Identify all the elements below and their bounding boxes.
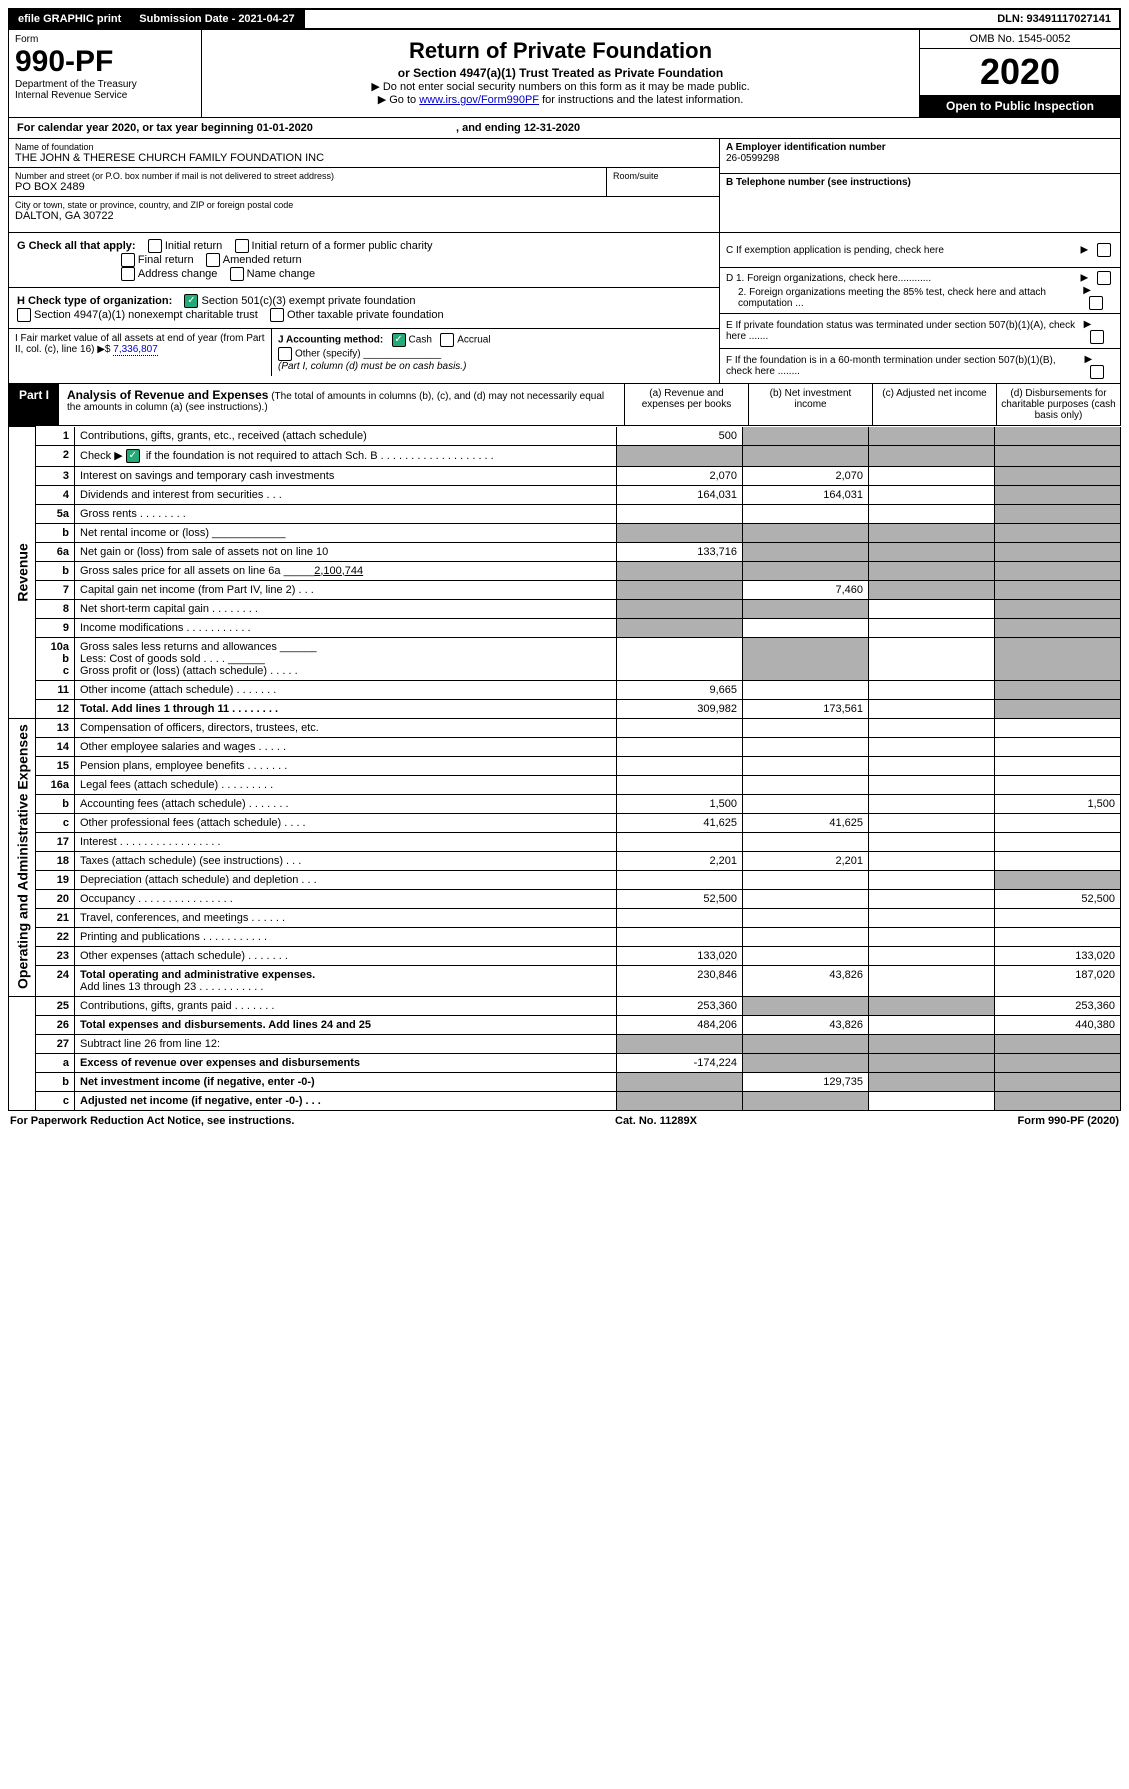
irs-link[interactable]: www.irs.gov/Form990PF [419, 94, 539, 106]
part1-table: Revenue 1Contributions, gifts, grants, e… [8, 426, 1121, 1111]
open-inspection: Open to Public Inspection [920, 95, 1120, 117]
part1-title: Analysis of Revenue and Expenses [67, 388, 268, 402]
d1-check[interactable] [1097, 271, 1111, 285]
h-label: H Check type of organization: [17, 295, 172, 307]
footer: For Paperwork Reduction Act Notice, see … [8, 1111, 1121, 1131]
col-c-header: (c) Adjusted net income [872, 384, 996, 425]
tax-year: 2020 [920, 49, 1120, 95]
initial-former-check[interactable] [235, 239, 249, 253]
dln: DLN: 93491117027141 [989, 10, 1119, 28]
cash-check[interactable] [392, 333, 406, 347]
e-label: E If private foundation status was termi… [726, 320, 1084, 342]
col-b-header: (b) Net investment income [748, 384, 872, 425]
cat-number: Cat. No. 11289X [615, 1115, 697, 1127]
col-a-header: (a) Revenue and expenses per books [624, 384, 748, 425]
efile-label: efile GRAPHIC print [10, 10, 131, 28]
d2-check[interactable] [1089, 296, 1103, 310]
initial-return-check[interactable] [148, 239, 162, 253]
amended-return-check[interactable] [206, 253, 220, 267]
omb-number: OMB No. 1545-0052 [920, 30, 1120, 49]
j-label: J Accounting method: [278, 335, 383, 346]
c-check[interactable] [1097, 243, 1111, 257]
dept-treasury: Department of the Treasury [15, 79, 195, 90]
topbar: efile GRAPHIC print Submission Date - 20… [8, 8, 1121, 30]
d1-label: D 1. Foreign organizations, check here..… [726, 273, 931, 284]
room-label: Room/suite [613, 171, 713, 181]
other-taxable-check[interactable] [270, 308, 284, 322]
irs-label: Internal Revenue Service [15, 90, 195, 101]
city-label: City or town, state or province, country… [15, 200, 713, 210]
address-change-check[interactable] [121, 267, 135, 281]
submission-date: Submission Date - 2021-04-27 [131, 10, 304, 28]
form-title: Return of Private Foundation [208, 38, 913, 64]
info-grid: Name of foundation THE JOHN & THERESE CH… [8, 139, 1121, 233]
4947a1-check[interactable] [17, 308, 31, 322]
accrual-check[interactable] [440, 333, 454, 347]
f-label: F If the foundation is in a 60-month ter… [726, 355, 1084, 377]
foundation-name: THE JOHN & THERESE CHURCH FAMILY FOUNDAT… [15, 152, 713, 164]
501c3-check[interactable] [184, 294, 198, 308]
f-check[interactable] [1090, 365, 1104, 379]
form-word: Form [15, 34, 195, 45]
col-d-header: (d) Disbursements for charitable purpose… [996, 384, 1120, 425]
part1-label: Part I [9, 384, 59, 425]
calendar-year-row: For calendar year 2020, or tax year begi… [8, 118, 1121, 139]
other-method-check[interactable] [278, 347, 292, 361]
ssn-warning: ▶ Do not enter social security numbers o… [208, 80, 913, 93]
final-return-check[interactable] [121, 253, 135, 267]
paperwork-notice: For Paperwork Reduction Act Notice, see … [10, 1115, 294, 1127]
d2-label: 2. Foreign organizations meeting the 85%… [726, 287, 1083, 309]
city-state-zip: DALTON, GA 30722 [15, 210, 713, 222]
check-section: G Check all that apply: Initial return I… [8, 233, 1121, 384]
form-subtitle: or Section 4947(a)(1) Trust Treated as P… [208, 66, 913, 80]
part1-header: Part I Analysis of Revenue and Expenses … [8, 384, 1121, 426]
revenue-sidelabel: Revenue [9, 427, 36, 719]
goto-note: ▶ Go to www.irs.gov/Form990PF for instru… [208, 93, 913, 106]
ein-label: A Employer identification number [726, 142, 886, 153]
sch-b-check[interactable] [126, 449, 140, 463]
expenses-sidelabel: Operating and Administrative Expenses [9, 718, 36, 996]
form-footer: Form 990-PF (2020) [1018, 1115, 1119, 1127]
g-label: G Check all that apply: [17, 240, 136, 252]
e-check[interactable] [1090, 330, 1104, 344]
j-note: (Part I, column (d) must be on cash basi… [278, 361, 466, 372]
c-label: C If exemption application is pending, c… [726, 245, 944, 256]
form-number: 990-PF [15, 45, 195, 79]
addr-label: Number and street (or P.O. box number if… [15, 171, 600, 181]
fmv-value: 7,336,807 [113, 344, 158, 356]
name-change-check[interactable] [230, 267, 244, 281]
form-header: Form 990-PF Department of the Treasury I… [8, 30, 1121, 118]
street-address: PO BOX 2489 [15, 181, 600, 193]
name-label: Name of foundation [15, 142, 713, 152]
tel-label: B Telephone number (see instructions) [726, 177, 911, 188]
ein-value: 26-0599298 [726, 153, 779, 164]
